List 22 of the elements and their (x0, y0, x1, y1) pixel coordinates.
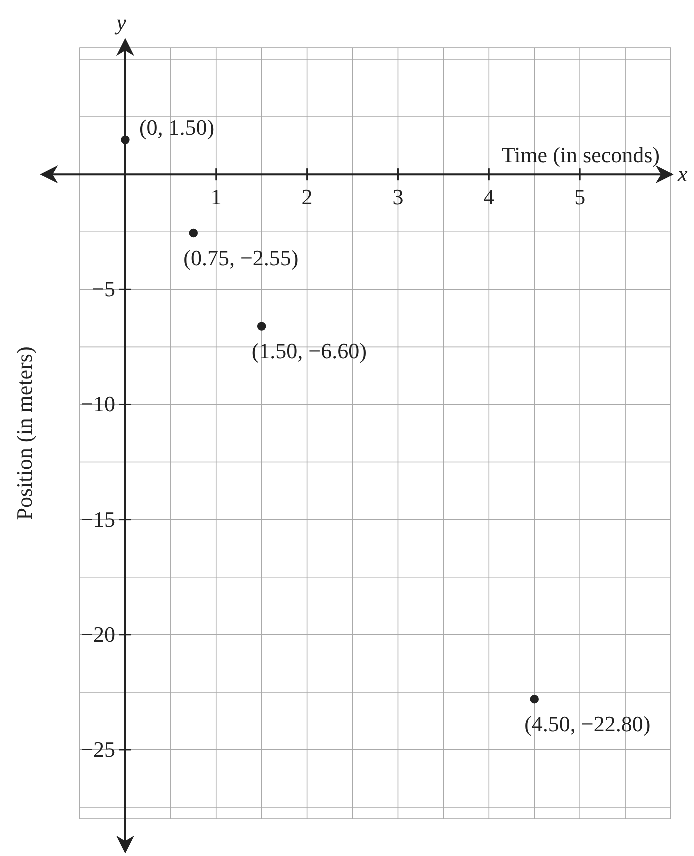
text: y (114, 10, 127, 35)
y-tick-label: −5 (92, 276, 116, 302)
x-tick-label: 3 (392, 184, 404, 210)
point (530, 694, 539, 704)
y-tick-label: −15 (81, 506, 116, 532)
y-axis-title: Position (in meters) (12, 346, 37, 520)
x-tick-label: 2 (302, 184, 313, 210)
y-tick-label: −20 (81, 622, 116, 647)
data-label: (0, 1.50) (139, 115, 215, 140)
x-axis-title: Time (in seconds) (502, 142, 660, 168)
y-tick-label: −10 (81, 392, 116, 417)
point (257, 322, 266, 331)
point (121, 136, 130, 144)
data-label: (1.50, −6.60) (252, 338, 367, 364)
x-tick-label: 4 (484, 184, 495, 210)
x-tick-label: 5 (574, 184, 586, 210)
data-label: (4.50, −22.80) (524, 711, 651, 736)
point (189, 228, 198, 238)
data-label: (0.75, −2.55) (184, 245, 299, 270)
text: x (677, 162, 688, 187)
y-tick-label: −25 (81, 736, 116, 762)
x-tick-label: 1 (210, 184, 222, 210)
